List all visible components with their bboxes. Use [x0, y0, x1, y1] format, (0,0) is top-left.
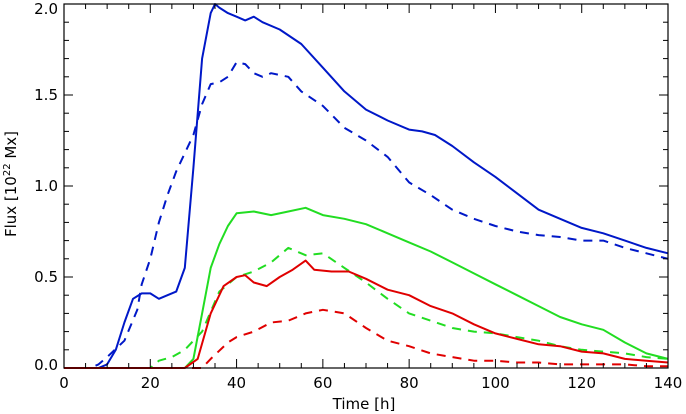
- x-tick-label: 120: [567, 374, 596, 392]
- x-tick-label: 60: [313, 374, 332, 392]
- y-tick-label: 1.0: [34, 177, 58, 195]
- plot-frame: [63, 3, 669, 369]
- y-tick-label: 2.0: [34, 0, 58, 18]
- series-line-red-dashed: [64, 308, 668, 369]
- y-axis-label-exponent: 22: [2, 163, 13, 176]
- series-line-red-solid: [64, 259, 669, 369]
- x-tick-label: 40: [227, 374, 246, 392]
- y-axis-label-prefix: Flux [10: [2, 176, 20, 237]
- y-tick-label: 0.0: [34, 356, 58, 374]
- y-axis-label-suffix: Mx]: [2, 131, 20, 163]
- y-tick-label: 1.5: [34, 86, 58, 104]
- series-line-blue-solid: [64, 3, 669, 369]
- x-tick-label: 100: [481, 374, 510, 392]
- series-layer: [64, 3, 669, 369]
- series-line-blue-dashed: [64, 61, 669, 369]
- y-tick-label: 0.5: [34, 268, 58, 286]
- tick-layer: 0 20 40 60 80 100 120 140 0.0 0.5 1.0 1.5 2.0: [34, 0, 682, 392]
- x-tick-label: 80: [400, 374, 419, 392]
- x-axis-label: Time [h]: [332, 395, 396, 413]
- x-tick-label: 0: [59, 374, 69, 392]
- series-line-green-solid: [64, 206, 669, 369]
- x-tick-label: 140: [654, 374, 683, 392]
- x-tick-label: 20: [141, 374, 160, 392]
- y-axis-label: Flux [1022 Mx]: [2, 131, 20, 237]
